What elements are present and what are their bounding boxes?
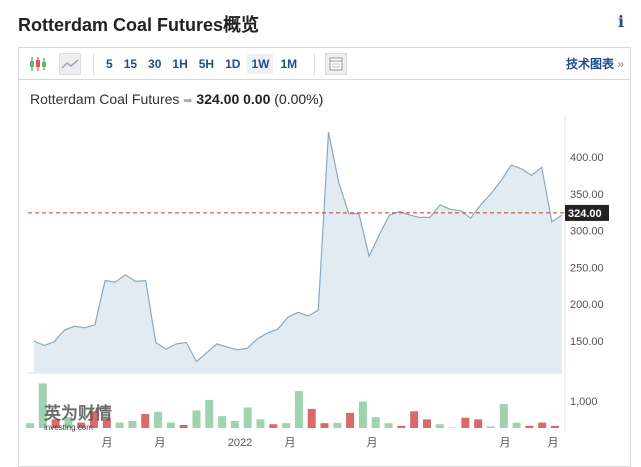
volume-bar [128, 420, 137, 428]
volume-bar [461, 417, 470, 428]
arrow-right-icon: ➡ [183, 95, 193, 107]
y-tick-label: 350.00 [570, 189, 604, 201]
price-change-percent: (0.00%) [274, 91, 324, 107]
volume-bar [26, 423, 34, 428]
volume-bar [154, 411, 163, 428]
last-price-badge-label: 324.00 [568, 208, 602, 220]
x-tick-label: 2022 [228, 437, 252, 449]
volume-bar [384, 423, 393, 428]
price-line [33, 131, 563, 363]
volume-bar [551, 425, 559, 428]
x-tick-label: 月 [285, 437, 296, 449]
volume-bar [90, 411, 99, 428]
y-tick-label: 250.00 [570, 262, 604, 274]
quote-heading: Rotterdam Coal Futures ➡ 324.00 0.00 (0.… [30, 91, 323, 107]
volume-bar [435, 424, 444, 428]
x-tick-label: 月 [155, 437, 166, 449]
volume-bar [77, 422, 86, 428]
y-tick-label: 200.00 [570, 299, 604, 311]
volume-bar [64, 416, 73, 428]
volume-bar [486, 426, 495, 428]
toolbar-divider [93, 52, 94, 75]
watermark-logo: 英为财情 [44, 403, 112, 423]
volume-bar [141, 413, 150, 428]
volume-bar [320, 423, 329, 428]
volume-bar [115, 422, 124, 428]
price-change: 0.00 [243, 91, 271, 107]
candlestick-icon[interactable] [27, 53, 49, 75]
timeframe-1m[interactable]: 1M [280, 56, 298, 71]
volume-bar [474, 419, 483, 428]
volume-bar [179, 425, 188, 428]
timeframe-30[interactable]: 30 [148, 56, 162, 71]
area-chart-icon[interactable] [59, 52, 81, 75]
technical-chart-link[interactable]: 技术图表 » [566, 55, 624, 72]
price-area [34, 132, 562, 372]
timeframe-1w[interactable]: 1W [247, 53, 274, 74]
x-tick-label: 月 [548, 437, 559, 449]
volume-bar [333, 422, 342, 428]
x-tick-label: 月 [500, 437, 511, 449]
double-chevron-right-icon: » [617, 57, 624, 71]
volume-bar [346, 412, 355, 428]
y-tick-label: 400.00 [570, 152, 604, 164]
technical-chart-label: 技术图表 [565, 57, 614, 71]
x-tick-label: 月 [367, 437, 378, 449]
volume-bar [422, 419, 431, 428]
volume-tick-label: 1,000 [570, 396, 598, 408]
volume-bar [448, 427, 457, 428]
volume-bar [371, 417, 380, 428]
timeframe-5h[interactable]: 5H [198, 56, 215, 71]
volume-bar [243, 407, 252, 428]
volume-bar [218, 416, 227, 428]
chart-widget: 5 15 30 1H 5H 1D 1W 1M 技术图表 » Rotterdam … [18, 47, 631, 467]
volume-bar [102, 418, 111, 428]
volume-bar [38, 383, 47, 428]
instrument-name: Rotterdam Coal Futures [30, 91, 180, 107]
volume-bar [51, 419, 60, 428]
last-price: 324.00 [196, 91, 240, 107]
volume-bar [256, 419, 265, 428]
volume-bar [512, 422, 521, 428]
volume-bar [499, 403, 508, 428]
volume-bar [410, 411, 419, 428]
volume-bar [269, 424, 278, 428]
timeframe-1h[interactable]: 1H [172, 56, 188, 71]
volume-bar [538, 422, 547, 428]
timeframe-15[interactable]: 15 [123, 56, 138, 71]
volume-bar [294, 391, 303, 428]
volume-bar [230, 420, 239, 428]
volume-bar [192, 410, 201, 428]
volume-bar [205, 399, 214, 428]
x-tick-label: 月 [102, 437, 113, 449]
timeframe-5[interactable]: 5 [106, 56, 113, 71]
info-icon[interactable]: i [617, 12, 625, 31]
y-tick-label: 150.00 [570, 336, 604, 348]
toolbar-divider [314, 52, 316, 75]
page-title: Rotterdam Coal Futures概览 [18, 15, 260, 35]
volume-bar [525, 425, 534, 428]
volume-bar [307, 408, 316, 428]
table-icon[interactable] [325, 52, 348, 75]
y-tick-label: 300.00 [570, 226, 604, 238]
timeframe-1d[interactable]: 1D [225, 56, 241, 71]
last-price-badge [565, 204, 609, 221]
volume-bar [166, 422, 175, 428]
volume-bar [282, 423, 291, 428]
chart-toolbar: 5 15 30 1H 5H 1D 1W 1M 技术图表 » [19, 48, 630, 80]
watermark-sub: investing.com [44, 423, 93, 432]
volume-bar [397, 425, 406, 428]
volume-bar [358, 401, 367, 428]
